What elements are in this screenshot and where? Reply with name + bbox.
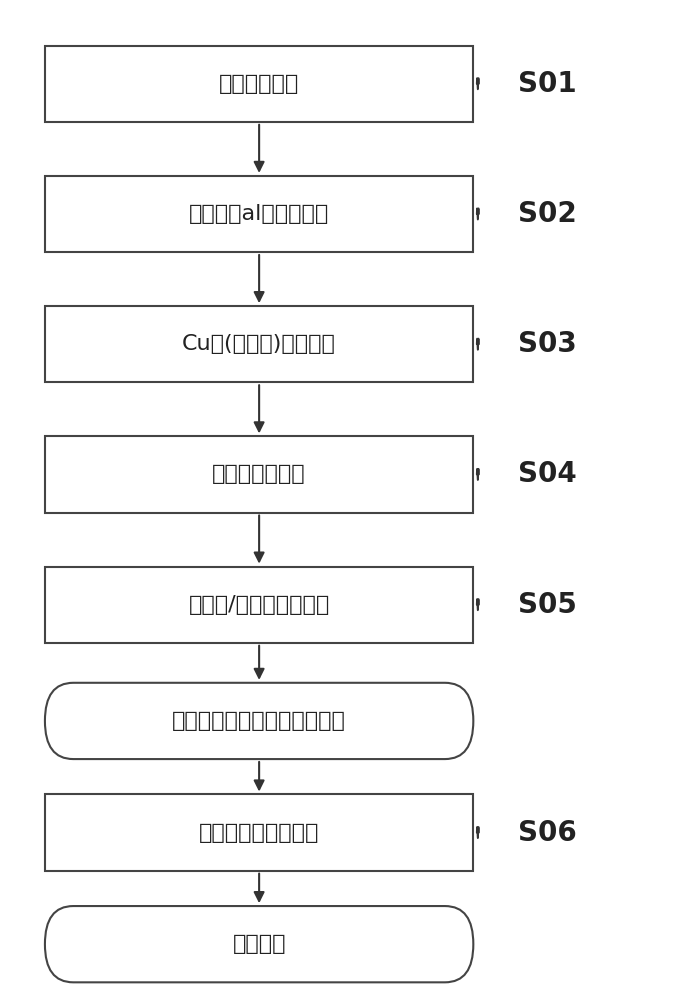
Text: S03: S03 — [518, 330, 577, 358]
Text: S04: S04 — [518, 460, 577, 488]
FancyBboxPatch shape — [45, 906, 473, 982]
Text: 金属层/散热器接合工序: 金属层/散热器接合工序 — [189, 595, 330, 615]
FancyBboxPatch shape — [45, 683, 473, 759]
Text: 铝板层叠工序: 铝板层叠工序 — [219, 74, 299, 94]
Text: S02: S02 — [518, 200, 577, 228]
FancyBboxPatch shape — [45, 436, 473, 513]
Text: 散热器准备工序: 散热器准备工序 — [212, 464, 306, 484]
Text: Cu层(金属层)形成工序: Cu层(金属层)形成工序 — [182, 334, 336, 354]
Text: S06: S06 — [518, 819, 577, 847]
FancyBboxPatch shape — [45, 176, 473, 252]
FancyBboxPatch shape — [45, 306, 473, 382]
FancyBboxPatch shape — [45, 46, 473, 122]
Text: S01: S01 — [518, 70, 577, 98]
Text: 电路层及al层形成工序: 电路层及al层形成工序 — [189, 204, 329, 224]
Text: 半导体元件接合工序: 半导体元件接合工序 — [199, 823, 319, 843]
FancyBboxPatch shape — [45, 794, 473, 871]
Text: 自带散热器的功率模块用基板: 自带散热器的功率模块用基板 — [172, 711, 346, 731]
Text: 功率模块: 功率模块 — [232, 934, 286, 954]
FancyBboxPatch shape — [45, 567, 473, 643]
Text: S05: S05 — [518, 591, 577, 619]
